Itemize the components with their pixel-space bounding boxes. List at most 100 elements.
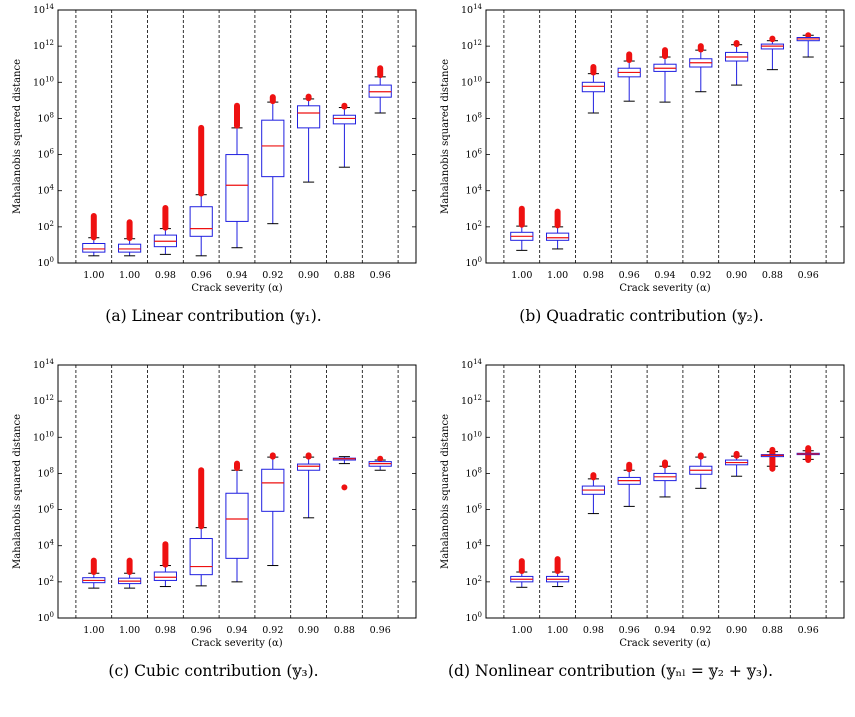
box-iqr [82,242,106,253]
x-tick-label: 0.96 [619,270,640,281]
x-tick-label: 0.94 [654,625,675,636]
panel-d: 100 102 104 106 108 1010 1012 1014 1.00 1.00 0.98 0… [428,355,855,713]
y-tick-label: 108 [37,466,54,479]
panel-b: 100 102 104 106 108 1010 1012 1014 1.00 1.00 0.98 0… [428,0,855,358]
y-axis-label: Mahalanobis squared distance [12,59,23,214]
x-tick-label: 0.94 [654,270,675,281]
y-tick-label: 102 [37,575,54,588]
x-axis-label: Crack severity (α) [619,283,710,294]
box-6 [261,452,285,567]
x-tick-label: 0.92 [690,270,711,281]
y-tick-label: 1014 [33,358,55,371]
box-6 [689,452,713,489]
x-tick-label: 1.00 [547,270,568,281]
y-tick-label: 100 [465,611,482,624]
x-tick-label: 0.96 [619,625,640,636]
box-5 [225,102,249,249]
outlier-point [341,484,348,491]
box-4 [189,124,213,257]
x-tick-label: 0.96 [191,270,212,281]
y-tick-label: 1012 [33,394,54,407]
box-iqr [261,468,285,512]
y-tick-label: 102 [465,575,482,588]
x-axis-label: Crack severity (α) [191,283,282,294]
box-9 [368,65,392,114]
x-tick-label: 0.98 [155,625,176,636]
y-tick-label: 1010 [33,75,54,88]
y-tick-label: 1012 [33,39,54,52]
box-7 [725,450,749,477]
y-tick-label: 1012 [461,39,482,52]
y-tick-label: 108 [465,466,482,479]
chart-a: 100 102 104 106 108 1010 1012 1014 1.00 1.00 0.98 0… [12,3,417,294]
y-tick-label: 106 [37,148,54,161]
x-tick-label: 0.88 [334,270,355,281]
box-4 [189,467,213,587]
x-tick-label: 0.92 [262,270,283,281]
plot-frame [485,364,845,619]
box-7 [297,452,321,519]
y-tick-label: 104 [465,184,482,197]
x-tick-label: 1.00 [511,625,532,636]
box-9 [796,32,820,58]
box-2 [546,556,570,588]
box-5 [653,459,677,498]
y-axis-label: Mahalanobis squared distance [12,414,23,569]
x-tick-label: 1.00 [511,270,532,281]
y-tick-label: 108 [37,111,54,124]
x-tick-label: 0.92 [690,625,711,636]
box-4 [617,51,641,102]
x-tick-label: 0.88 [762,625,783,636]
x-tick-label: 0.90 [726,270,747,281]
plot-frame [57,364,417,619]
box-3 [153,205,177,255]
x-tick-label: 0.98 [583,270,604,281]
caption-a: (a) Linear contribution (𝕪₁). [105,307,322,325]
chart-c: 100 102 104 106 108 1010 1012 1014 1.00 1.00 0.98 0… [12,358,417,649]
y-tick-label: 1014 [33,3,55,16]
y-tick-label: 104 [37,184,54,197]
y-tick-label: 108 [465,111,482,124]
y-tick-label: 1014 [461,358,483,371]
box-1 [82,212,106,257]
box-3 [581,472,605,515]
y-tick-label: 1010 [33,430,54,443]
y-tick-label: 1010 [461,75,482,88]
y-tick-label: 106 [465,148,482,161]
y-axis-label: Mahalanobis squared distance [440,414,451,569]
y-tick-label: 1012 [461,394,482,407]
box-7 [297,93,321,183]
box-2 [118,219,142,257]
x-axis-label: Crack severity (α) [619,638,710,649]
y-tick-label: 104 [37,539,54,552]
caption-d: (d) Nonlinear contribution (𝕪ₙₗ = 𝕪₂ + 𝕪… [448,662,774,680]
y-tick-label: 104 [465,539,482,552]
x-tick-label: 0.96 [370,625,391,636]
box-2 [118,557,142,589]
y-tick-label: 1010 [461,430,482,443]
x-tick-label: 1.00 [83,625,104,636]
box-7 [725,39,749,86]
y-tick-label: 100 [37,611,54,624]
y-tick-label: 102 [465,220,482,233]
box-2 [546,208,570,250]
x-tick-label: 0.88 [334,625,355,636]
box-iqr [261,119,285,178]
x-tick-label: 0.94 [226,625,247,636]
panel-a: 100 102 104 106 108 1010 1012 1014 1.00 1.00 0.98 0… [0,0,427,358]
box-9 [368,455,392,471]
x-tick-label: 1.00 [547,625,568,636]
box-iqr [332,114,356,125]
box-6 [261,94,285,225]
box-5 [653,47,677,103]
y-tick-label: 106 [37,503,54,516]
x-tick-label: 0.96 [798,270,819,281]
chart-b: 100 102 104 106 108 1010 1012 1014 1.00 1.00 0.98 0… [440,3,845,294]
box-iqr [581,81,605,93]
box-3 [581,64,605,114]
box-4 [617,461,641,507]
x-tick-label: 0.90 [726,625,747,636]
box-9 [796,445,820,464]
box-3 [153,541,177,588]
y-tick-label: 100 [37,256,54,269]
